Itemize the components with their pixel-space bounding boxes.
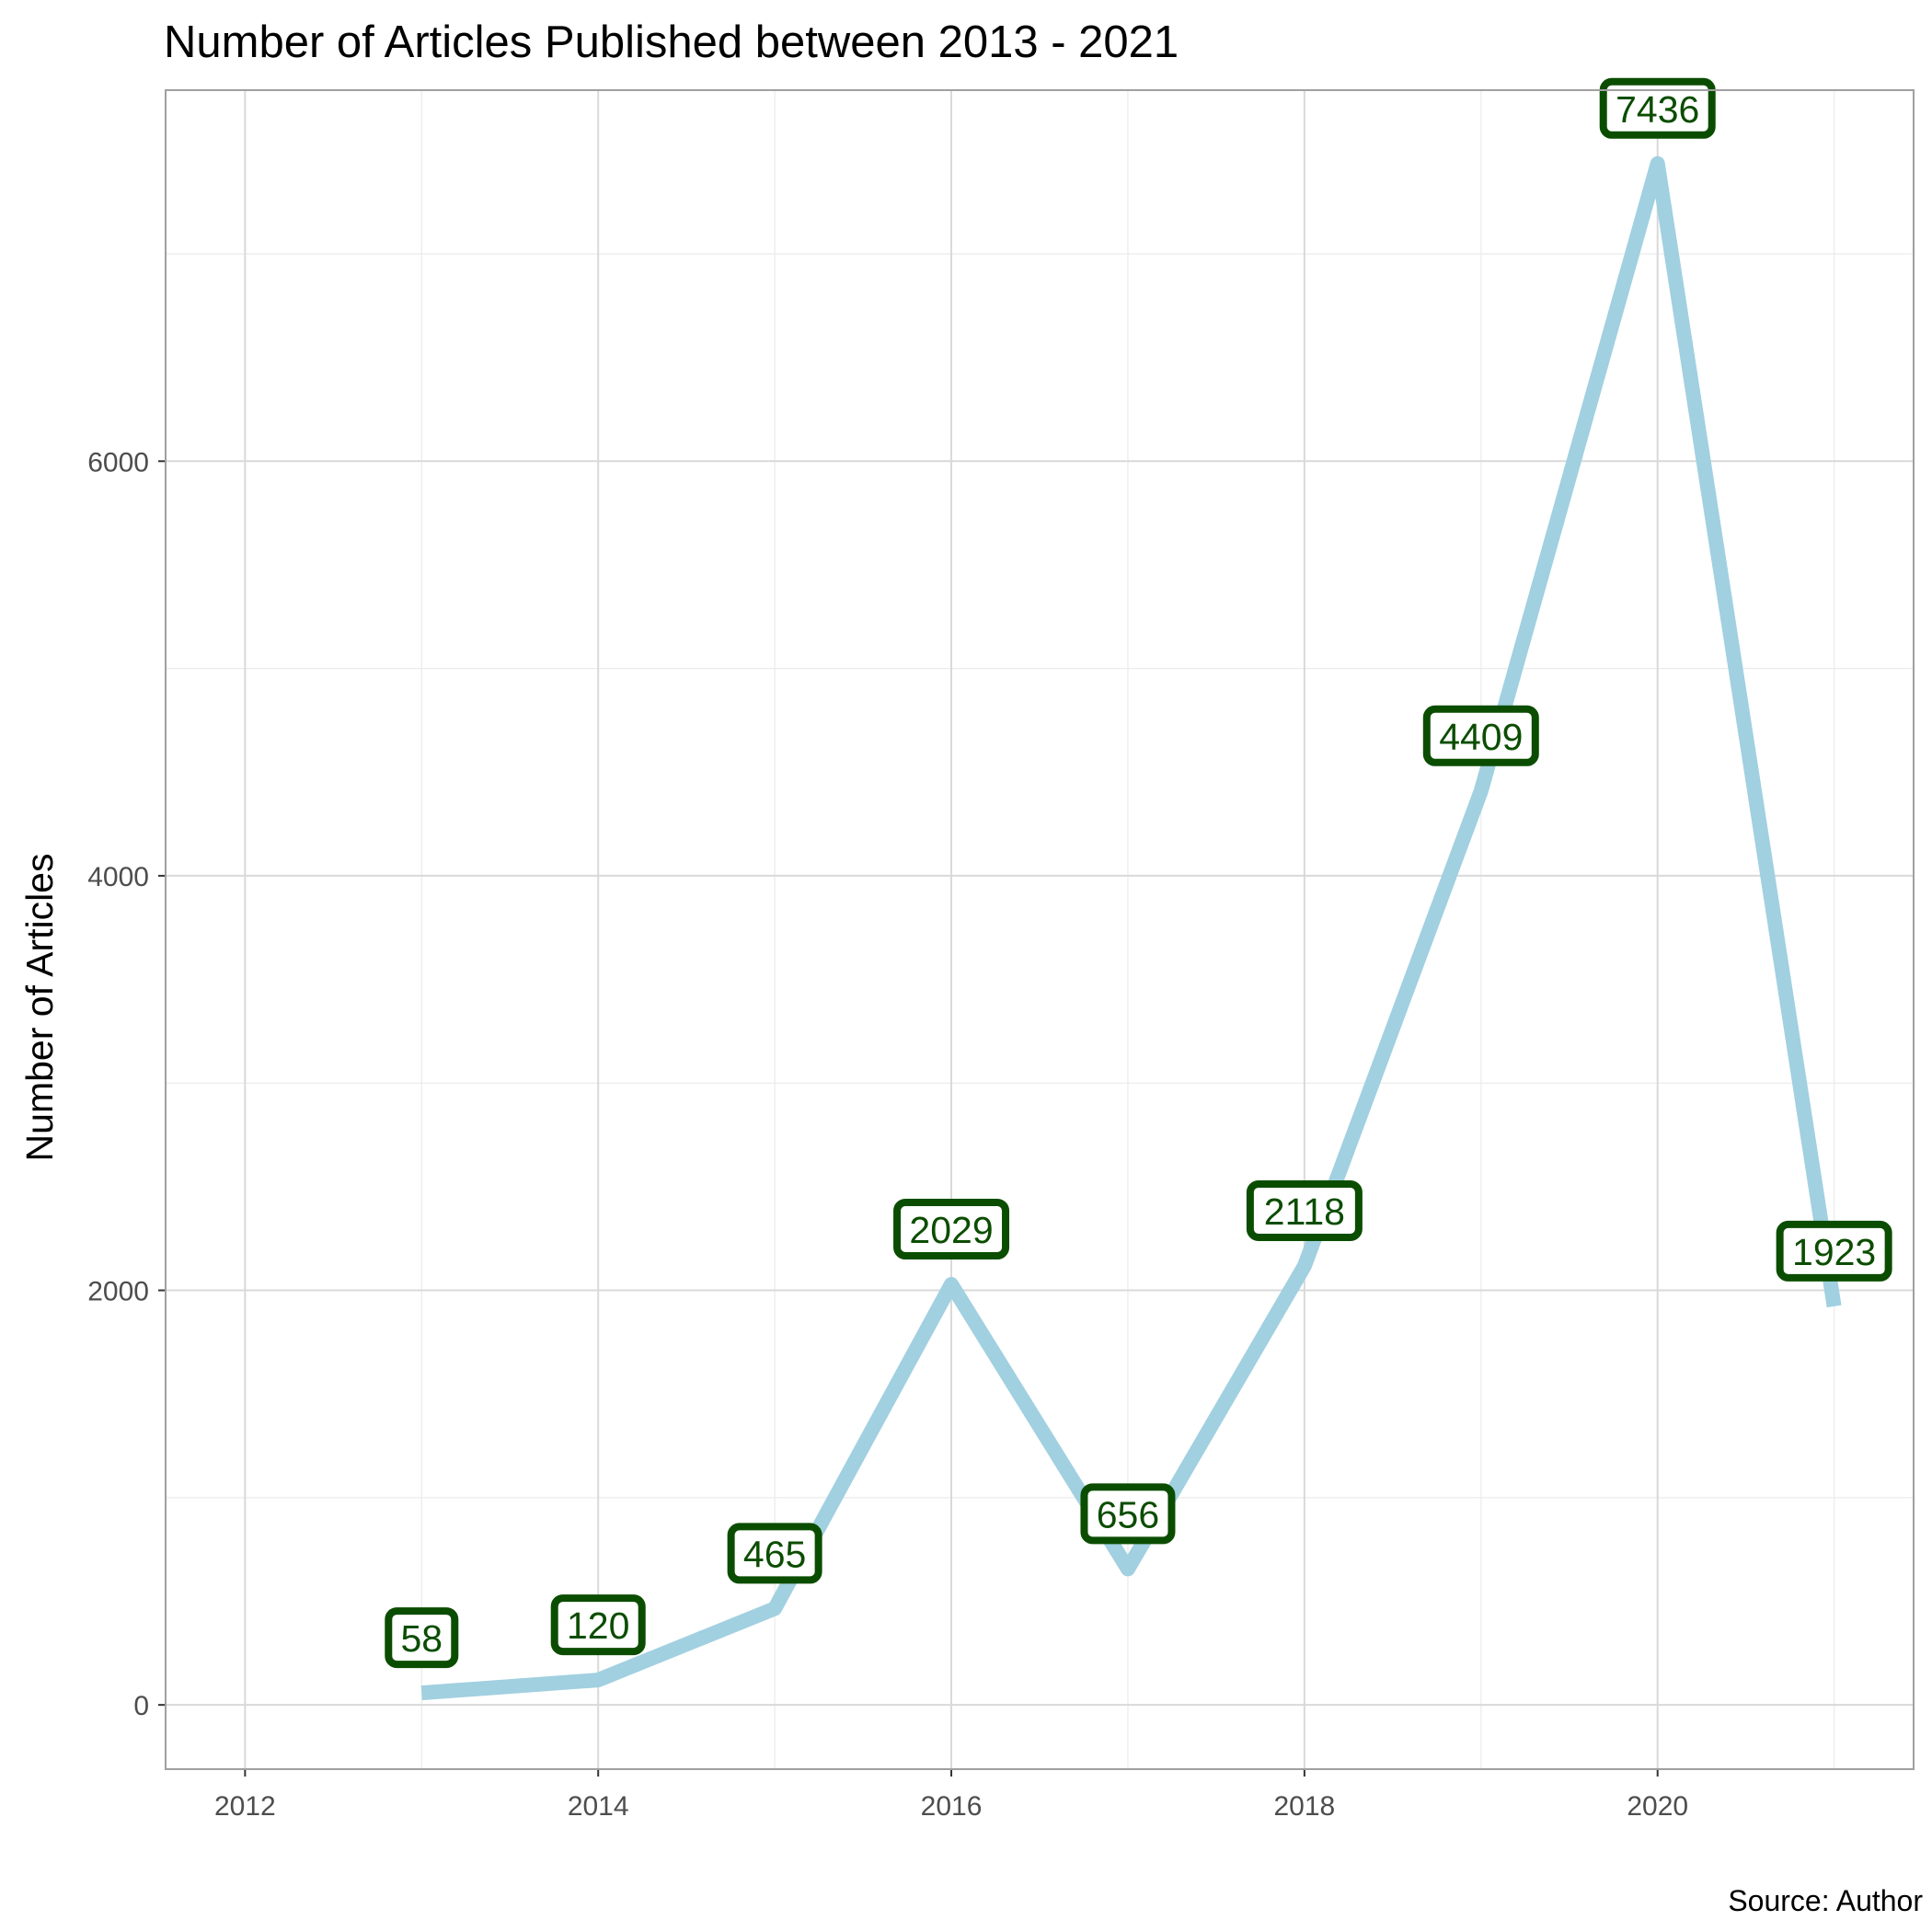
- data-label: 120: [550, 1594, 646, 1656]
- data-label-box: [385, 1607, 459, 1669]
- data-label-text: 58: [400, 1617, 443, 1660]
- data-label-text: 2118: [1264, 1190, 1345, 1233]
- data-label-text: 1923: [1792, 1231, 1876, 1273]
- data-label-box: [1080, 1483, 1176, 1545]
- x-tick-label: 2014: [568, 1791, 629, 1822]
- data-label: 2029: [893, 1199, 1010, 1260]
- data-label: 7436: [1599, 77, 1716, 139]
- data-label-box: [1776, 1220, 1892, 1282]
- data-label-text: 465: [743, 1533, 806, 1575]
- y-tick-label: 6000: [87, 447, 149, 477]
- x-tick-label: 2016: [921, 1791, 983, 1822]
- series-line: [420, 155, 1842, 1701]
- data-label-box: [727, 1523, 822, 1584]
- data-label: 1923: [1776, 1220, 1892, 1282]
- series-layer: [420, 155, 1842, 1701]
- data-label: 656: [1080, 1483, 1176, 1545]
- data-label: 2118: [1246, 1179, 1363, 1241]
- data-label-text: 656: [1097, 1493, 1159, 1535]
- y-tick-label: 4000: [87, 862, 149, 892]
- x-tick-label: 2018: [1274, 1791, 1336, 1822]
- data-label: 465: [727, 1523, 822, 1584]
- data-label-box: [550, 1594, 646, 1656]
- data-label: 58: [385, 1607, 459, 1669]
- data-label-text: 7436: [1616, 88, 1699, 131]
- x-tick-label: 2020: [1627, 1791, 1688, 1822]
- plot-panel-border: [165, 89, 1915, 1770]
- data-labels: 58 120 465 2029 656 2118 4409 7436 1923: [385, 77, 1892, 1669]
- data-label: 4409: [1422, 705, 1539, 766]
- chart-caption: Source: Author: [1728, 1884, 1923, 1917]
- y-tick-label: 0: [133, 1691, 149, 1721]
- chart-title: Number of Articles Published between 201…: [164, 17, 1179, 67]
- data-label-box: [1599, 77, 1716, 139]
- grid-lines: [166, 90, 1914, 1769]
- y-tick-label: 2000: [87, 1277, 149, 1307]
- data-label-box: [1246, 1179, 1363, 1241]
- data-label-text: 2029: [909, 1209, 993, 1251]
- data-label-text: 120: [567, 1604, 629, 1647]
- axis-ticks: 2012 2014 2016 2018 2020 0 2000 4000 6000: [87, 447, 1688, 1822]
- data-label-text: 4409: [1439, 716, 1523, 758]
- x-tick-label: 2012: [214, 1791, 276, 1822]
- data-label-box: [1422, 705, 1539, 766]
- y-axis-title: Number of Articles: [18, 854, 61, 1162]
- data-label-box: [893, 1199, 1010, 1260]
